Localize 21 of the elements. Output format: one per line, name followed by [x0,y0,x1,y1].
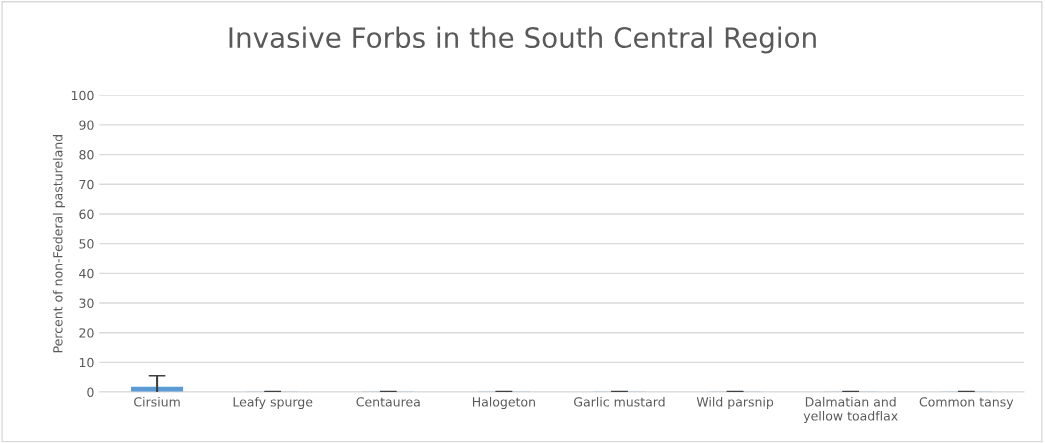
y-tick-label: 30 [79,298,94,308]
x-tick-label: Wild parsnip [696,396,774,410]
y-tick-label: 20 [79,328,94,338]
y-tick-label: 80 [79,150,94,160]
y-tick-label: 70 [79,179,94,190]
x-tick-label: Common tansy [919,397,1014,410]
y-tick-label: 50 [79,239,94,249]
x-tick-label: Cirsium [134,396,180,407]
y-tick-label: 100 [71,90,94,101]
y-tick-label: 0 [87,387,94,397]
y-tick-label: 10 [79,357,94,368]
chart-title: Invasive Forbs in the South Central Region [229,26,816,54]
x-tick-label: Centaurea [356,397,420,407]
y-tick-label: 90 [79,120,94,130]
y-tick-label: 40 [79,268,94,279]
y-tick-label: 60 [79,209,94,219]
x-tick-label: Garlic mustard [574,396,665,407]
y-axis-title: Percent of non-Federal pastureland [52,135,65,353]
x-tick-label: Leafy spurge [233,396,313,410]
x-tick-label: Halogeton [472,396,535,410]
x-tick-label: Dalmatian and yellow toadflax [803,396,898,424]
